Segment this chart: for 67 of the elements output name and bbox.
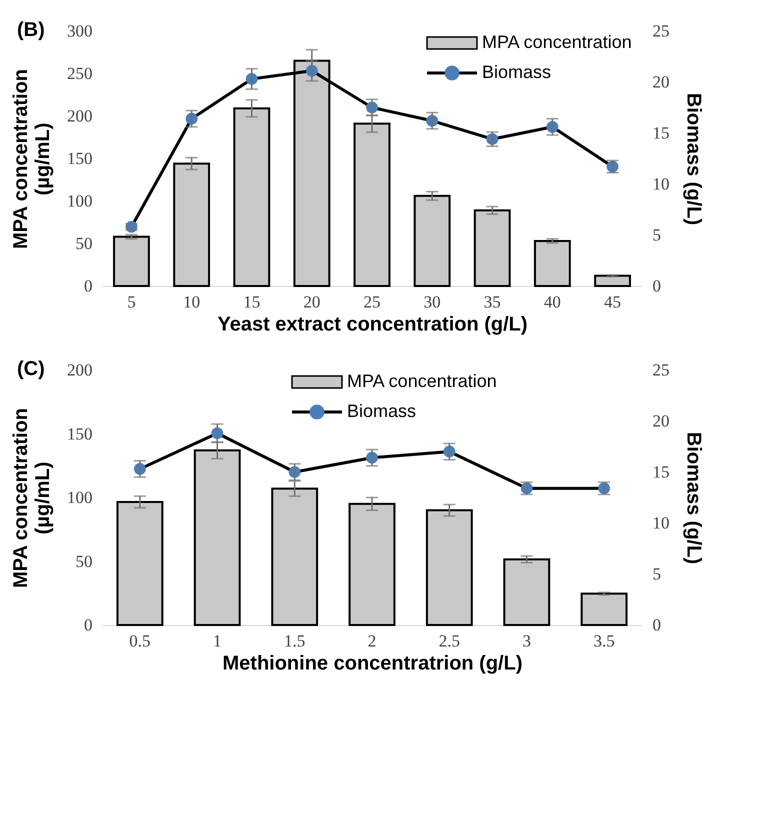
bar: [503, 558, 550, 626]
y-axis-title: MPA concentration (µg/mL): [10, 408, 54, 588]
y2-tick-label: 20: [652, 72, 670, 92]
x-tick-label: 2.5: [438, 632, 460, 650]
y-tick-label: 200: [67, 360, 92, 380]
legend-label: Biomass: [347, 401, 416, 421]
y-tick-label: 300: [67, 22, 92, 40]
bar: [594, 274, 631, 287]
bar: [113, 236, 150, 287]
y2-tick-label: 20: [652, 412, 670, 430]
y2-tick-label: 25: [652, 22, 670, 40]
legend-label: MPA concentration: [482, 32, 632, 52]
y2-tick-label: 25: [652, 360, 670, 380]
bar: [194, 449, 241, 626]
y2-tick-label: 10: [652, 174, 670, 194]
y-tick-label: 100: [67, 488, 92, 507]
y2-tick-label: 15: [652, 462, 670, 482]
y-tick-label: 150: [67, 424, 92, 444]
bar: [474, 209, 511, 287]
chart-title: (C): [17, 358, 45, 380]
bar: [348, 502, 396, 626]
y-tick-label: 200: [67, 106, 92, 126]
x-axis-title: Yeast extract concentration (g/L): [217, 314, 528, 336]
y2-axis-title: Biomass (g/L): [682, 92, 704, 226]
bar: [233, 107, 270, 287]
chart-title: (B): [17, 19, 45, 41]
bar: [173, 162, 210, 287]
x-axis-title: Methionine concentratrion (g/L): [222, 652, 522, 674]
x-tick-label: 0.5: [129, 632, 151, 650]
y-tick-label: 250: [67, 64, 92, 83]
bar: [354, 122, 390, 287]
x-tick-label: 5: [127, 292, 136, 312]
legend-label: Biomass: [482, 62, 552, 82]
x-tick-label: 1.5: [284, 632, 306, 650]
y-tick-label: 150: [67, 149, 92, 168]
y2-tick-label: 10: [652, 514, 670, 532]
x-tick-label: 45: [604, 292, 622, 312]
bar: [116, 500, 164, 626]
x-tick-label: 20: [303, 292, 320, 312]
y2-tick-label: 5: [652, 226, 661, 244]
x-tick-label: 15: [243, 292, 260, 312]
bar: [414, 194, 451, 287]
bar: [271, 488, 318, 626]
x-tick-label: 40: [544, 292, 561, 312]
x-tick-label: 35: [484, 292, 501, 312]
legend-label: MPA concentration: [347, 371, 497, 391]
bar: [534, 240, 571, 287]
y2-tick-label: 15: [652, 124, 670, 142]
x-tick-label: 3.5: [593, 632, 615, 650]
y2-axis-title: Biomass (g/L): [682, 432, 704, 564]
y2-tick-label: 0: [652, 276, 661, 296]
x-tick-label: 3: [522, 632, 531, 650]
x-tick-label: 30: [424, 292, 441, 312]
y-tick-label: 0: [84, 616, 92, 634]
x-tick-label: 10: [183, 292, 200, 312]
x-tick-label: 1: [213, 632, 222, 650]
y-tick-label: 0: [84, 276, 92, 296]
x-tick-label: 2: [368, 632, 376, 650]
y2-tick-label: 0: [652, 616, 661, 634]
bar: [580, 592, 628, 626]
y-tick-label: 50: [76, 552, 92, 571]
y-tick-label: 100: [67, 192, 92, 210]
bar: [426, 509, 473, 626]
y-axis-title: MPA concentration (µg/mL): [10, 68, 54, 250]
y2-tick-label: 5: [652, 564, 661, 584]
x-tick-label: 25: [364, 292, 380, 312]
y-tick-label: 50: [76, 234, 92, 253]
